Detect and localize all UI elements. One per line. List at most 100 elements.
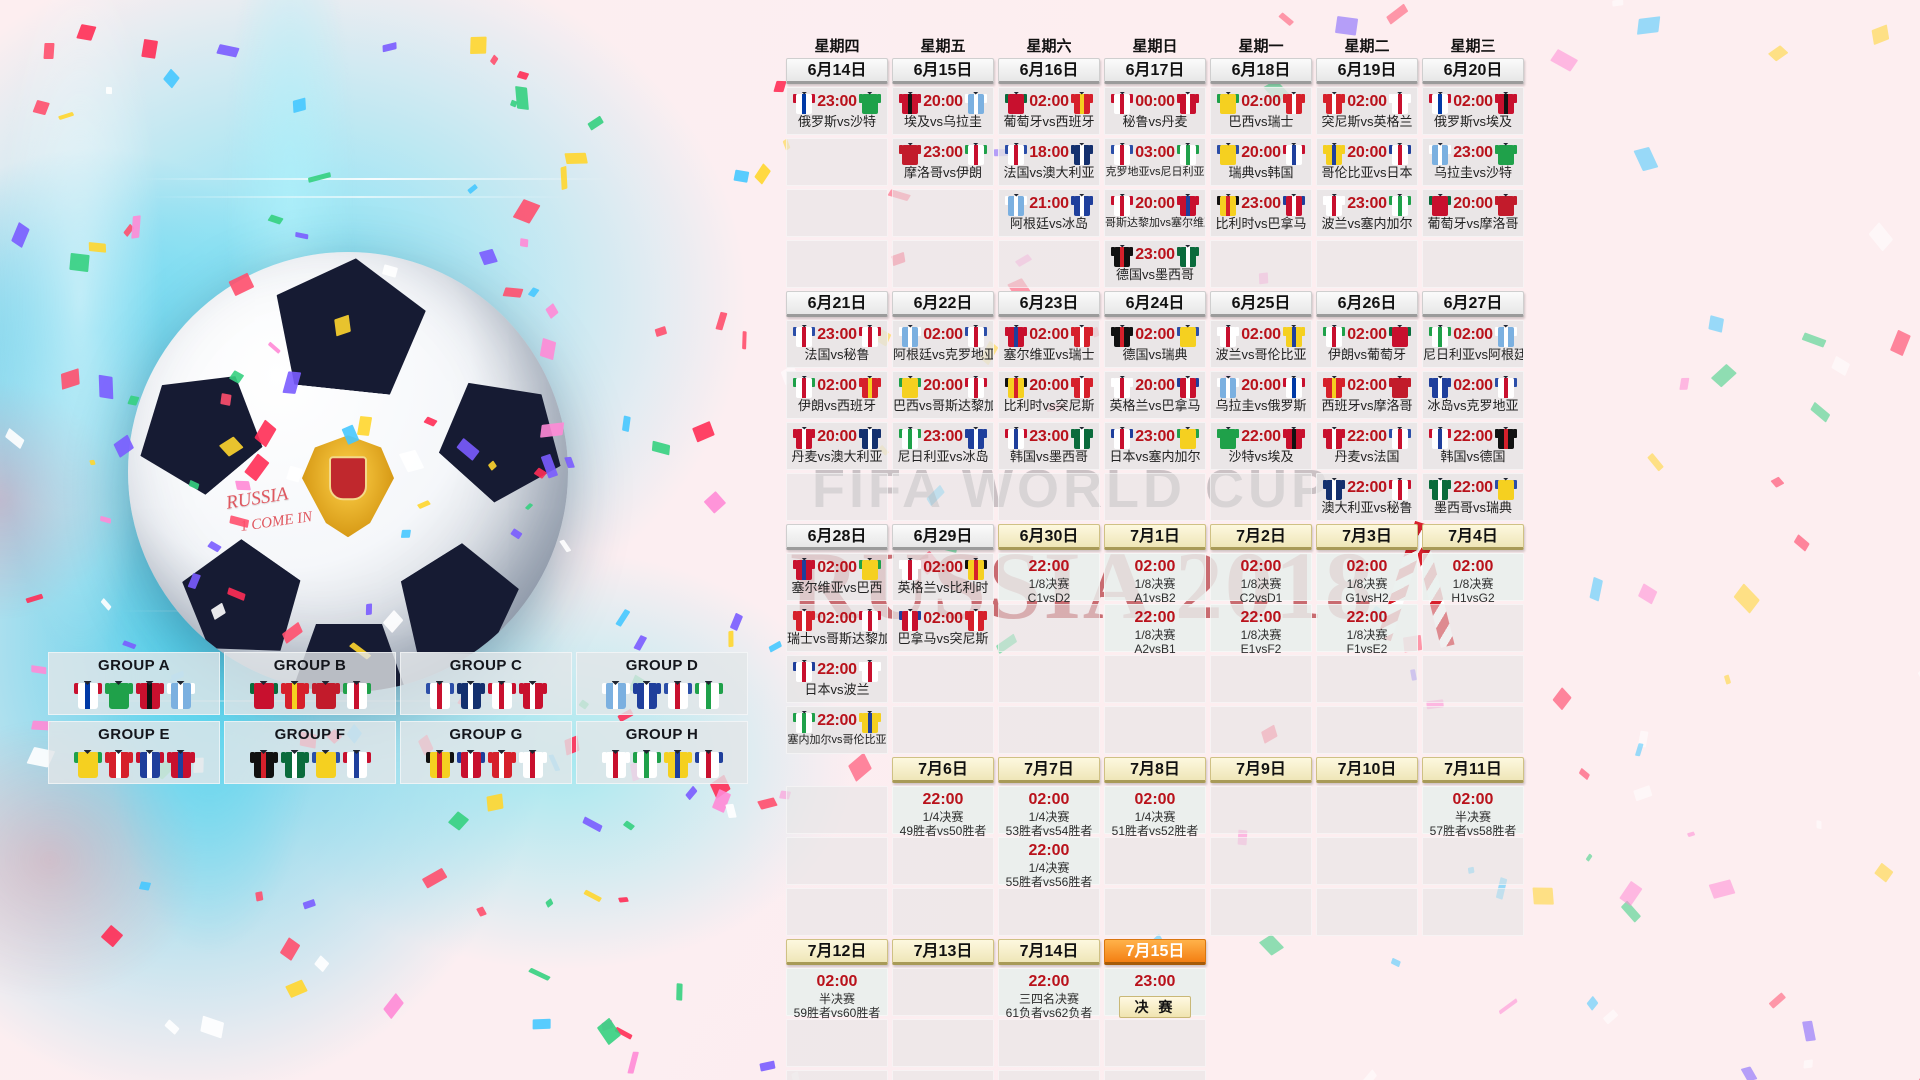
date-header-button[interactable]: 6月27日 xyxy=(1422,291,1524,317)
match-cell[interactable]: 02:00 突尼斯vs英格兰 xyxy=(1316,87,1418,135)
date-header-button[interactable]: 7月9日 xyxy=(1210,757,1312,783)
date-header-button[interactable]: 6月22日 xyxy=(892,291,994,317)
match-cell[interactable]: 23:00 尼日利亚vs冰岛 xyxy=(892,422,994,470)
date-header-button[interactable]: 6月24日 xyxy=(1104,291,1206,317)
match-cell[interactable]: 22:00 丹麦vs法国 xyxy=(1316,422,1418,470)
knockout-cell[interactable]: 02:00 1/4决赛 51胜者vs52胜者 xyxy=(1104,786,1206,838)
match-cell[interactable]: 02:00 波兰vs哥伦比亚 xyxy=(1210,320,1312,368)
match-cell[interactable]: 22:00 墨西哥vs瑞典 xyxy=(1422,473,1524,521)
knockout-cell[interactable]: 22:00 1/8决赛 F1vsE2 xyxy=(1316,604,1418,656)
match-cell[interactable]: 20:00 比利时vs突尼斯 xyxy=(998,371,1100,419)
match-cell[interactable]: 20:00 哥斯达黎加vs塞尔维亚 xyxy=(1104,189,1206,237)
match-cell[interactable]: 02:00 伊朗vs西班牙 xyxy=(786,371,888,419)
match-cell[interactable]: 22:00 澳大利亚vs秘鲁 xyxy=(1316,473,1418,521)
date-header-button[interactable]: 6月15日 xyxy=(892,58,994,84)
date-header-button[interactable]: 7月4日 xyxy=(1422,524,1524,550)
match-cell[interactable]: 02:00 俄罗斯vs埃及 xyxy=(1422,87,1524,135)
match-cell[interactable]: 20:00 丹麦vs澳大利亚 xyxy=(786,422,888,470)
group-card-group-f[interactable]: GROUP F xyxy=(224,721,396,784)
match-cell[interactable]: 23:00 摩洛哥vs伊朗 xyxy=(892,138,994,186)
knockout-cell[interactable]: 22:00 1/8决赛 A2vsB1 xyxy=(1104,604,1206,656)
date-header-button[interactable]: 6月30日 xyxy=(998,524,1100,550)
match-cell[interactable]: 02:00 塞尔维亚vs巴西 xyxy=(786,553,888,601)
match-cell[interactable]: 02:00 尼日利亚vs阿根廷 xyxy=(1422,320,1524,368)
date-header-button[interactable]: 6月19日 xyxy=(1316,58,1418,84)
match-cell[interactable]: 02:00 英格兰vs比利时 xyxy=(892,553,994,601)
match-cell[interactable]: 22:00 韩国vs德国 xyxy=(1422,422,1524,470)
knockout-cell[interactable]: 02:00 半决赛 57胜者vs58胜者 xyxy=(1422,786,1524,838)
match-cell[interactable]: 20:00 哥伦比亚vs日本 xyxy=(1316,138,1418,186)
match-cell[interactable]: 00:00 秘鲁vs丹麦 xyxy=(1104,87,1206,135)
knockout-cell[interactable]: 02:00 半决赛 59胜者vs60胜者 xyxy=(786,968,888,1020)
date-header-button[interactable]: 7月8日 xyxy=(1104,757,1206,783)
match-cell[interactable]: 02:00 瑞士vs哥斯达黎加 xyxy=(786,604,888,652)
match-cell[interactable]: 02:00 德国vs瑞典 xyxy=(1104,320,1206,368)
date-header-button[interactable]: 6月18日 xyxy=(1210,58,1312,84)
date-header-button[interactable]: 7月14日 xyxy=(998,939,1100,965)
date-header-button[interactable]: 7月10日 xyxy=(1316,757,1418,783)
date-header-button[interactable]: 7月3日 xyxy=(1316,524,1418,550)
date-header-button[interactable]: 7月1日 xyxy=(1104,524,1206,550)
knockout-cell[interactable]: 02:00 1/8决赛 A1vsB2 xyxy=(1104,553,1206,605)
date-header-button[interactable]: 6月20日 xyxy=(1422,58,1524,84)
knockout-cell[interactable]: 22:00 1/8决赛 C1vsD2 xyxy=(998,553,1100,605)
group-card-group-b[interactable]: GROUP B xyxy=(224,652,396,715)
group-card-group-c[interactable]: GROUP C xyxy=(400,652,572,715)
match-cell[interactable]: 20:00 英格兰vs巴拿马 xyxy=(1104,371,1206,419)
group-card-group-e[interactable]: GROUP E xyxy=(48,721,220,784)
date-header-button[interactable]: 6月23日 xyxy=(998,291,1100,317)
match-cell[interactable]: 22:00 沙特vs埃及 xyxy=(1210,422,1312,470)
date-header-button[interactable]: 7月11日 xyxy=(1422,757,1524,783)
match-cell[interactable]: 23:00 俄罗斯vs沙特 xyxy=(786,87,888,135)
match-cell[interactable]: 23:00 韩国vs墨西哥 xyxy=(998,422,1100,470)
match-cell[interactable]: 02:00 冰岛vs克罗地亚 xyxy=(1422,371,1524,419)
match-cell[interactable]: 03:00 克罗地亚vs尼日利亚 xyxy=(1104,138,1206,186)
knockout-cell[interactable]: 23:00 决 赛 xyxy=(1104,968,1206,1018)
group-card-group-a[interactable]: GROUP A xyxy=(48,652,220,715)
knockout-cell[interactable]: 22:00 1/4决赛 49胜者vs50胜者 xyxy=(892,786,994,838)
match-cell[interactable]: 21:00 阿根廷vs冰岛 xyxy=(998,189,1100,237)
knockout-cell[interactable]: 22:00 1/4决赛 55胜者vs56胜者 xyxy=(998,837,1100,889)
date-header-button[interactable]: 7月2日 xyxy=(1210,524,1312,550)
match-cell[interactable]: 02:00 伊朗vs葡萄牙 xyxy=(1316,320,1418,368)
date-header-button[interactable]: 6月17日 xyxy=(1104,58,1206,84)
knockout-cell[interactable]: 22:00 三四名决赛 61负者vs62负者 xyxy=(998,968,1100,1020)
date-header-button[interactable]: 7月6日 xyxy=(892,757,994,783)
group-card-group-h[interactable]: GROUP H xyxy=(576,721,748,784)
match-cell[interactable]: 23:00 比利时vs巴拿马 xyxy=(1210,189,1312,237)
date-header-button[interactable]: 7月13日 xyxy=(892,939,994,965)
match-cell[interactable]: 20:00 乌拉圭vs俄罗斯 xyxy=(1210,371,1312,419)
match-cell[interactable]: 23:00 波兰vs塞内加尔 xyxy=(1316,189,1418,237)
match-cell[interactable]: 23:00 日本vs塞内加尔 xyxy=(1104,422,1206,470)
date-header-button[interactable]: 6月14日 xyxy=(786,58,888,84)
match-cell[interactable]: 23:00 乌拉圭vs沙特 xyxy=(1422,138,1524,186)
knockout-cell[interactable]: 22:00 1/8决赛 E1vsF2 xyxy=(1210,604,1312,656)
date-header-button[interactable]: 6月26日 xyxy=(1316,291,1418,317)
match-cell[interactable]: 02:00 塞尔维亚vs瑞士 xyxy=(998,320,1100,368)
knockout-cell[interactable]: 02:00 1/4决赛 53胜者vs54胜者 xyxy=(998,786,1100,838)
date-header-button[interactable]: 7月15日 xyxy=(1104,939,1206,965)
match-cell[interactable]: 02:00 巴拿马vs突尼斯 xyxy=(892,604,994,652)
match-cell[interactable]: 22:00 日本vs波兰 xyxy=(786,655,888,703)
match-cell[interactable]: 02:00 巴西vs瑞士 xyxy=(1210,87,1312,135)
date-header-button[interactable]: 7月12日 xyxy=(786,939,888,965)
knockout-cell[interactable]: 02:00 1/8决赛 H1vsG2 xyxy=(1422,553,1524,605)
date-header-button[interactable]: 7月7日 xyxy=(998,757,1100,783)
match-cell[interactable]: 23:00 德国vs墨西哥 xyxy=(1104,240,1206,288)
match-cell[interactable]: 20:00 瑞典vs韩国 xyxy=(1210,138,1312,186)
match-cell[interactable]: 02:00 葡萄牙vs西班牙 xyxy=(998,87,1100,135)
date-header-button[interactable]: 6月25日 xyxy=(1210,291,1312,317)
match-cell[interactable]: 20:00 巴西vs哥斯达黎加 xyxy=(892,371,994,419)
match-cell[interactable]: 02:00 西班牙vs摩洛哥 xyxy=(1316,371,1418,419)
match-cell[interactable]: 02:00 阿根廷vs克罗地亚 xyxy=(892,320,994,368)
date-header-button[interactable]: 6月29日 xyxy=(892,524,994,550)
date-header-button[interactable]: 6月28日 xyxy=(786,524,888,550)
match-cell[interactable]: 23:00 法国vs秘鲁 xyxy=(786,320,888,368)
match-cell[interactable]: 20:00 葡萄牙vs摩洛哥 xyxy=(1422,189,1524,237)
match-cell[interactable]: 22:00 塞内加尔vs哥伦比亚 xyxy=(786,706,888,754)
knockout-cell[interactable]: 02:00 1/8决赛 C2vsD1 xyxy=(1210,553,1312,605)
date-header-button[interactable]: 6月16日 xyxy=(998,58,1100,84)
knockout-cell[interactable]: 02:00 1/8决赛 G1vsH2 xyxy=(1316,553,1418,605)
date-header-button[interactable]: 6月21日 xyxy=(786,291,888,317)
group-card-group-d[interactable]: GROUP D xyxy=(576,652,748,715)
